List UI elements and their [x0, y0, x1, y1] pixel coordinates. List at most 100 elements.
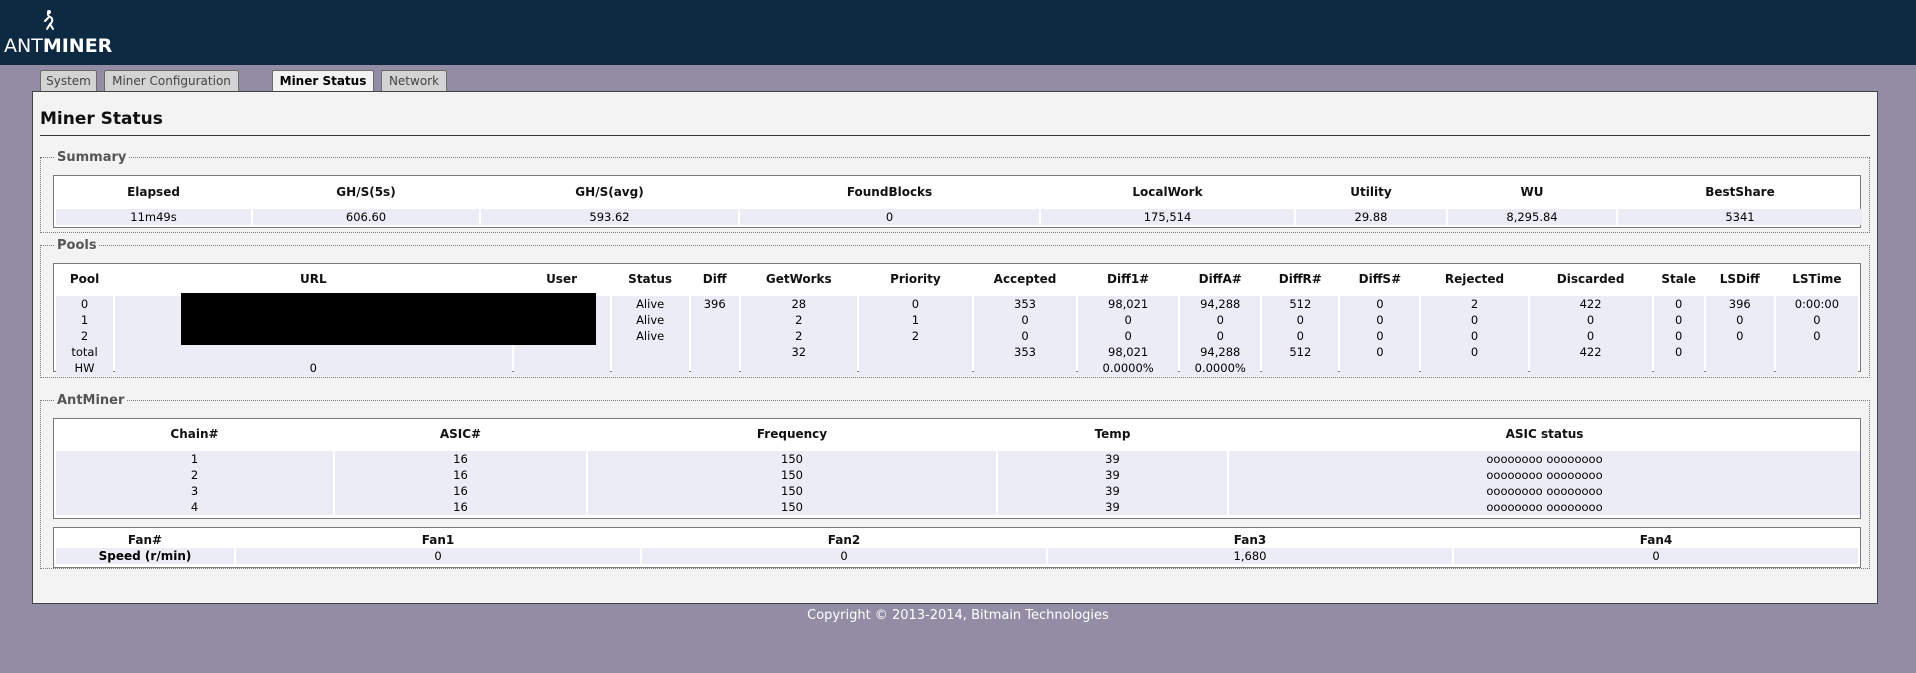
pools-header: Priority	[859, 270, 972, 287]
tab-miner-status[interactable]: Miner Status	[272, 70, 374, 93]
pool-cell: 396	[1706, 296, 1774, 312]
pool-row: HW 0 0.0000% 0.0000%	[56, 360, 1858, 376]
pool-cell: 2	[859, 328, 972, 344]
summary-section: Summary Elapsed GH/S(5s) GH/S(avg) Found…	[40, 157, 1870, 233]
pool-cell	[1421, 360, 1527, 376]
pool-cell: 353	[974, 296, 1076, 312]
summary-cell: 175,514	[1041, 209, 1294, 225]
pool-cell: 0	[1776, 312, 1858, 328]
pools-header: DiffA#	[1180, 270, 1260, 287]
summary-legend: Summary	[55, 150, 128, 165]
chain-table: Chain# ASIC# Frequency Temp ASIC status …	[54, 425, 1862, 515]
fan-header: Fan2	[642, 531, 1046, 548]
chain-cell: 150	[588, 451, 996, 467]
pools-header: Status	[612, 270, 689, 287]
pool-cell	[1776, 360, 1858, 376]
summary-header: BestShare	[1618, 183, 1862, 200]
pool-cell: 94,288	[1180, 344, 1260, 360]
chain-header: Chain#	[56, 425, 333, 442]
pools-header: URL	[115, 270, 511, 287]
pool-cell	[612, 344, 689, 360]
pool-cell	[974, 360, 1076, 376]
summary-header: FoundBlocks	[740, 183, 1039, 200]
fan-speed-cell: 1,680	[1048, 548, 1452, 564]
pool-cell: 0	[1654, 296, 1704, 312]
pools-header: Pool	[56, 270, 113, 287]
tab-network[interactable]: Network	[381, 70, 447, 91]
pools-header: Diff	[691, 270, 739, 287]
summary-header: WU	[1448, 183, 1616, 200]
pools-header: Accepted	[974, 270, 1076, 287]
summary-cell: 606.60	[253, 209, 479, 225]
chain-cell: 39	[998, 483, 1227, 499]
pool-cell: 32	[741, 344, 857, 360]
pools-header: User	[514, 270, 610, 287]
summary-cell: 5341	[1618, 209, 1862, 225]
fan-speed-cell: 0	[642, 548, 1046, 564]
chain-cell: oooooooo oooooooo	[1229, 467, 1860, 483]
pool-cell	[1340, 360, 1419, 376]
pool-cell: 0	[974, 328, 1076, 344]
chain-header: ASIC status	[1229, 425, 1860, 442]
chain-row: 3 16 150 39 oooooooo oooooooo	[56, 483, 1860, 499]
pool-cell	[612, 360, 689, 376]
pool-cell: 0	[1078, 328, 1178, 344]
pool-cell: 396	[691, 296, 739, 312]
pool-cell: 0	[1421, 344, 1527, 360]
pool-cell: 512	[1262, 344, 1338, 360]
pool-cell	[691, 312, 739, 328]
pool-cell: 0	[1340, 328, 1419, 344]
fan-header: Fan1	[236, 531, 640, 548]
pool-cell	[691, 360, 739, 376]
chain-table-box: Chain# ASIC# Frequency Temp ASIC status …	[53, 418, 1861, 519]
pools-header: Diff1#	[1078, 270, 1178, 287]
chain-cell: 39	[998, 467, 1227, 483]
pool-cell: 0	[1078, 312, 1178, 328]
pool-cell: 0	[1530, 328, 1652, 344]
pool-cell: 0	[1706, 328, 1774, 344]
chain-cell: 16	[335, 451, 586, 467]
chain-row: 4 16 150 39 oooooooo oooooooo	[56, 499, 1860, 515]
pool-cell: 2	[56, 328, 113, 344]
pool-cell	[1706, 344, 1774, 360]
pool-cell	[691, 328, 739, 344]
pool-cell: 0	[1654, 328, 1704, 344]
pools-header: Discarded	[1530, 270, 1652, 287]
pool-cell: 0	[1421, 328, 1527, 344]
chain-cell: 3	[56, 483, 333, 499]
fan-table-box: Fan# Fan1 Fan2 Fan3 Fan4 Speed (r/min) 0…	[53, 527, 1861, 568]
pool-cell: 0	[56, 296, 113, 312]
pool-cell: 422	[1530, 296, 1652, 312]
summary-header: LocalWork	[1041, 183, 1294, 200]
chain-row: 1 16 150 39 oooooooo oooooooo	[56, 451, 1860, 467]
summary-header: Elapsed	[56, 183, 251, 200]
pool-cell: 0	[1654, 344, 1704, 360]
logo-ant-text: ANT	[4, 35, 43, 57]
pool-cell	[115, 344, 511, 360]
chain-cell: oooooooo oooooooo	[1229, 483, 1860, 499]
tab-miner-configuration[interactable]: Miner Configuration	[104, 70, 239, 91]
fan-header: Fan4	[1454, 531, 1858, 548]
chain-cell: 16	[335, 499, 586, 515]
pool-cell: Alive	[612, 312, 689, 328]
logo-miner-text: MINER	[43, 35, 113, 57]
pool-cell	[1530, 360, 1652, 376]
summary-row: 11m49s 606.60 593.62 0 175,514 29.88 8,2…	[56, 209, 1862, 225]
fan-table: Fan# Fan1 Fan2 Fan3 Fan4 Speed (r/min) 0…	[54, 531, 1860, 564]
summary-header: GH/S(5s)	[253, 183, 479, 200]
pool-cell: 0	[1180, 328, 1260, 344]
chain-cell: 39	[998, 451, 1227, 467]
pool-cell: 0.0000%	[1180, 360, 1260, 376]
pools-header: LSTime	[1776, 270, 1858, 287]
antminer-section: AntMiner Chain# ASIC# Frequency Temp ASI…	[40, 400, 1870, 569]
chain-cell: oooooooo oooooooo	[1229, 451, 1860, 467]
pool-row: total 32 353 98,021 94,288 512 0 0 422 0	[56, 344, 1858, 360]
pool-cell	[859, 360, 972, 376]
pool-cell: 2	[1421, 296, 1527, 312]
pool-cell	[741, 360, 857, 376]
pool-cell: 353	[974, 344, 1076, 360]
page-title: Miner Status	[40, 109, 163, 129]
pools-header: DiffR#	[1262, 270, 1338, 287]
pool-cell: 0	[1776, 328, 1858, 344]
tab-system[interactable]: System	[40, 70, 97, 91]
